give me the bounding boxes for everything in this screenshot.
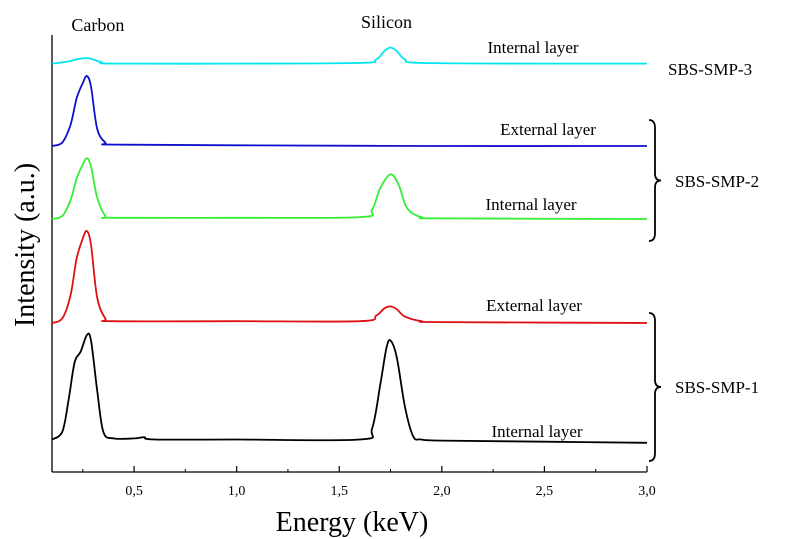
x-tick-label: 1,0 [228, 484, 246, 499]
x-tick-label: 1,5 [330, 484, 348, 499]
x-tick-label: 2,0 [433, 484, 451, 499]
x-axis-label: Energy (keV) [276, 507, 429, 538]
series-label-3: Internal layer [485, 195, 576, 214]
group-brace-2 [648, 119, 662, 242]
group-label-1: SBS-SMP-3 [668, 60, 752, 79]
peak-annotation-1: Carbon [71, 15, 124, 35]
series-label-5: Internal layer [491, 422, 582, 441]
group-label-2: SBS-SMP-2 [675, 172, 759, 191]
axes: 0,5 1,0 1,5 2,0 2,5 3,0 [51, 35, 656, 499]
series-line-1 [51, 46, 648, 65]
x-tick-label: 0,5 [125, 484, 143, 499]
peak-annotation-2: Silicon [361, 12, 412, 32]
x-tick-label: 2,5 [536, 484, 554, 499]
series-line-5 [51, 332, 648, 444]
series-line-2 [51, 75, 648, 147]
series-line-3 [51, 157, 648, 220]
series-label-1: Internal layer [487, 38, 578, 57]
y-axis-label: Intensity (a.u.) [10, 163, 41, 327]
series-label-2: External layer [500, 120, 596, 139]
series-layer [51, 46, 648, 444]
x-tick-label: 3,0 [638, 484, 656, 499]
series-label-4: External layer [486, 296, 582, 315]
series-line-4 [51, 229, 648, 324]
group-brace-3 [648, 312, 662, 462]
group-label-3: SBS-SMP-1 [675, 378, 759, 397]
labels-layer: Energy (keV) Intensity (a.u.) Internal l… [10, 12, 759, 538]
